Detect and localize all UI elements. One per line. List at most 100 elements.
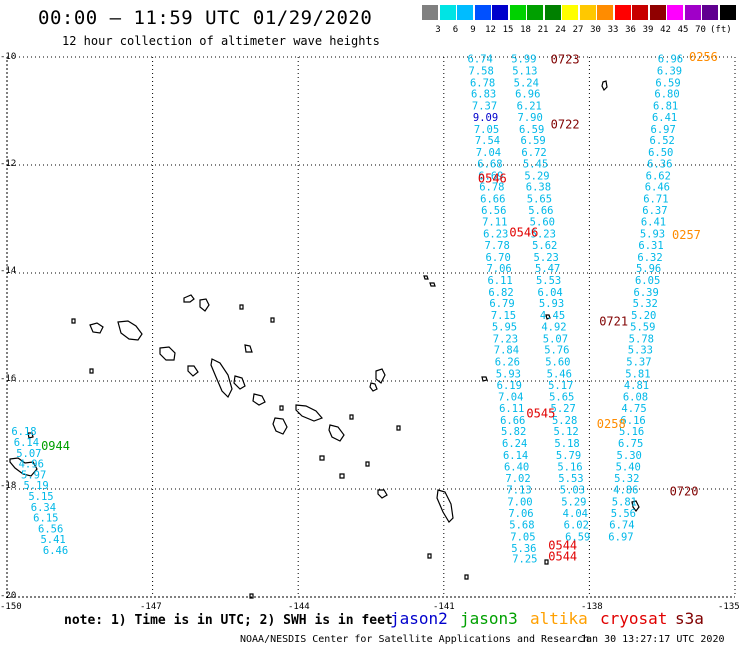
satellite-legend-jason3: jason3: [460, 609, 518, 628]
wave-height-value: 4.96: [19, 459, 44, 471]
island-outline: [279, 405, 284, 411]
footer-note: note: 1) Time is in UTC; 2) SWH is in fe…: [64, 613, 393, 628]
scale-swatch: [562, 5, 578, 20]
wave-height-value: 7.90: [518, 112, 543, 124]
scale-label: 15: [502, 25, 514, 35]
wave-height-value: 6.14: [503, 450, 528, 462]
satellite-legend-cryosat: cryosat: [600, 609, 668, 628]
pass-time-label: 0546: [509, 226, 538, 240]
wave-height-value: 6.19: [497, 380, 522, 392]
wave-height-value: 5.16: [557, 461, 582, 473]
wave-height-value: 7.05: [474, 124, 499, 136]
scale-swatch: [492, 5, 508, 20]
island-outline: [396, 425, 401, 431]
island-outline: [295, 404, 324, 422]
island-outline: [464, 574, 469, 580]
wave-height-value: 6.14: [14, 437, 39, 449]
wave-height-value: 5.28: [552, 415, 577, 427]
scale-swatch: [614, 5, 631, 20]
wave-height-value: 6.96: [515, 89, 540, 101]
wave-height-value: 6.41: [652, 112, 677, 124]
island-outlines: [9, 80, 640, 599]
wave-height-value: 5.66: [528, 205, 553, 217]
wave-height-value: 5.53: [536, 275, 561, 287]
island-outline: [375, 368, 386, 384]
wave-height-value: 6.18: [11, 426, 36, 438]
wave-height-value: 7.84: [494, 345, 519, 357]
wave-height-value: 5.53: [558, 473, 583, 485]
wave-height-value: 5.82: [501, 426, 526, 438]
scale-swatch: [527, 5, 543, 20]
wave-height-value: 7.13: [506, 485, 531, 497]
wave-height-value: 6.59: [520, 135, 545, 147]
wave-height-value: 7.06: [508, 508, 533, 520]
island-outline: [89, 368, 94, 374]
wave-height-value: 5.30: [617, 450, 642, 462]
wave-height-value: 6.16: [620, 415, 645, 427]
wave-height-value: 5.03: [560, 485, 585, 497]
wave-height-value: 6.24: [502, 438, 527, 450]
island-outline: [117, 320, 143, 341]
scale-label: 18: [520, 25, 531, 35]
wave-height-value: 5.65: [549, 392, 574, 404]
wave-height-value: 6.50: [648, 147, 673, 159]
island-outline: [631, 500, 640, 512]
wave-height-value: 5.29: [561, 496, 586, 508]
pass-time-label: 0722: [551, 118, 580, 132]
scale-swatch: [649, 5, 666, 20]
wave-height-value: 6.82: [488, 287, 513, 299]
wave-height-value: 6.39: [657, 66, 682, 78]
wave-height-value: 5.99: [511, 54, 536, 66]
wave-height-value: 6.59: [565, 532, 590, 544]
scale-swatch: [439, 5, 456, 20]
wave-height-value: 5.19: [23, 480, 48, 492]
wave-height-value: 6.62: [646, 170, 671, 182]
island-outline: [239, 304, 244, 310]
chart-title: 00:00 – 11:59 UTC 01/29/2020: [38, 7, 373, 29]
lon-label: -144: [288, 602, 310, 612]
wave-height-value: 6.04: [537, 287, 562, 299]
scale-label: 45: [677, 25, 689, 35]
island-outline: [210, 358, 233, 399]
island-outline: [270, 317, 275, 323]
island-outline: [328, 424, 345, 442]
wave-height-value: 5.07: [16, 448, 41, 460]
wave-height-value: 4.04: [563, 508, 588, 520]
wave-height-value: 5.13: [512, 66, 537, 78]
pass-time-label: 0944: [41, 439, 70, 453]
wave-height-value: 6.80: [654, 89, 679, 101]
wave-height-value: 7.02: [505, 473, 530, 485]
wave-height-value: 6.52: [650, 135, 675, 147]
wave-height-value: 6.21: [517, 101, 542, 113]
pass-time-label: 0720: [670, 485, 699, 499]
pass-time-label: 0546: [478, 172, 507, 186]
pass-time-label: 0544: [548, 539, 577, 553]
wave-height-value: 6.59: [519, 124, 544, 136]
lat-label: -12: [0, 159, 17, 169]
pass-time-label: 0544: [548, 550, 577, 564]
scale-label: 12: [485, 25, 496, 35]
scale-label: (ft): [710, 25, 732, 35]
wave-height-value: 5.12: [553, 426, 578, 438]
wave-height-value: 5.76: [544, 345, 569, 357]
wave-height-value: 5.56: [611, 508, 636, 520]
wave-height-value: 5.32: [633, 298, 658, 310]
wave-height-value: 6.31: [638, 240, 663, 252]
wave-height-value: 5.68: [509, 520, 534, 532]
wave-height-value: 7.06: [486, 263, 511, 275]
wave-height-value: 6.32: [637, 252, 662, 264]
wave-height-value: 9.09: [473, 112, 498, 124]
wave-height-value: 5.93: [539, 298, 564, 310]
island-outline: [427, 553, 432, 559]
wave-height-value: 5.24: [514, 77, 539, 89]
island-outline: [436, 489, 454, 523]
scale-label: 21: [537, 25, 549, 35]
island-outline: [369, 382, 378, 392]
pass-time-label: 0257: [672, 228, 701, 242]
wave-height-value: 5.40: [616, 461, 641, 473]
wave-height-value: 5.62: [532, 240, 557, 252]
scale-label: 30: [590, 25, 601, 35]
wave-height-value: 6.97: [651, 124, 676, 136]
island-outline: [249, 593, 254, 599]
